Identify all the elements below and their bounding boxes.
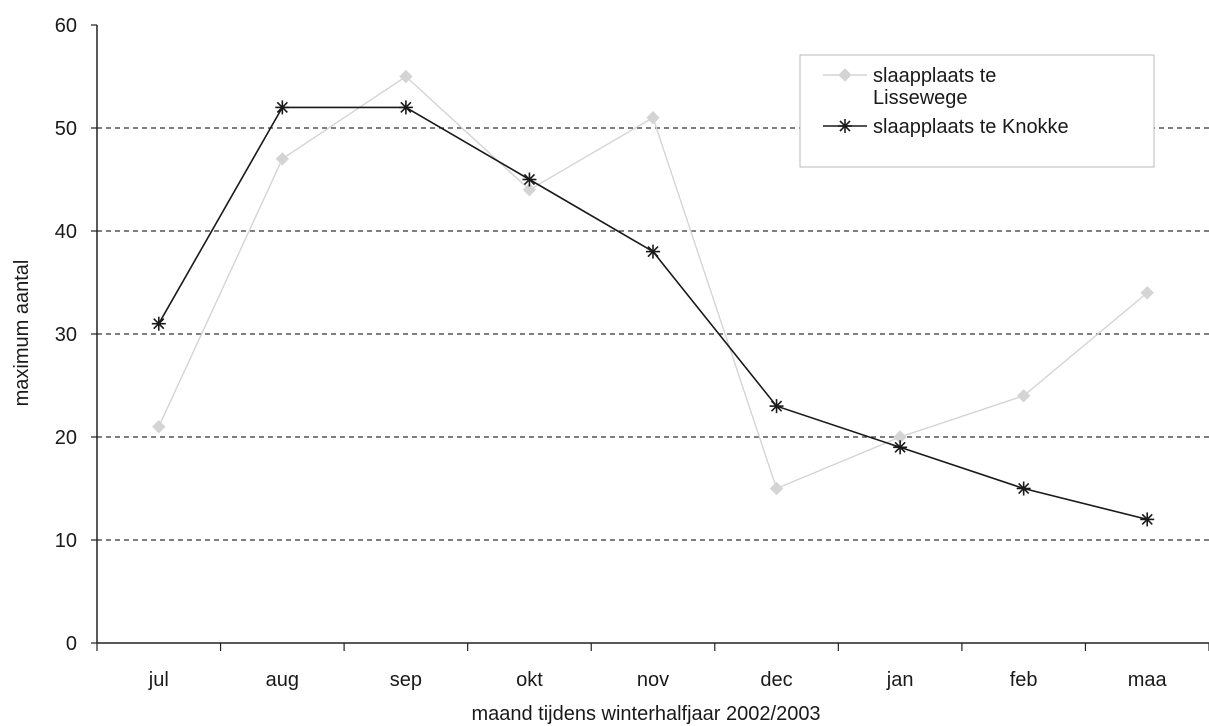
data-point xyxy=(769,399,784,414)
legend-item: slaapplaats te Knokke xyxy=(823,116,1069,138)
data-point xyxy=(522,172,537,187)
data-point xyxy=(152,419,166,434)
legend-label: slaapplaats te Knokke xyxy=(873,116,1069,138)
data-point xyxy=(893,440,908,455)
data-point xyxy=(1016,389,1031,403)
y-axis-ticks: 0 10 20 30 40 50 60 xyxy=(55,15,97,655)
y-tick-label: 40 xyxy=(55,221,77,243)
data-point xyxy=(151,316,166,331)
x-tick-label: jan xyxy=(886,669,914,691)
x-tick-label: maa xyxy=(1128,669,1168,691)
data-point xyxy=(838,68,852,82)
x-tick-label: dec xyxy=(760,669,792,691)
data-point xyxy=(399,69,413,84)
x-axis-title: maand tijdens winterhalfjaar 2002/2003 xyxy=(471,703,820,725)
y-tick-label: 10 xyxy=(55,530,77,552)
x-tick-label: feb xyxy=(1010,669,1038,691)
x-axis-ticks: jul aug sep okt nov dec jan feb maa xyxy=(96,643,1209,691)
y-tick-label: 0 xyxy=(66,633,77,655)
y-tick-label: 20 xyxy=(55,427,77,449)
data-point xyxy=(1140,512,1155,527)
y-tick-label: 60 xyxy=(55,15,77,37)
data-point xyxy=(1016,481,1031,496)
data-point xyxy=(522,183,537,197)
legend-label: slaapplaats te Lissewege xyxy=(873,65,996,109)
x-tick-label: jul xyxy=(148,669,169,691)
legend-item: slaapplaats te Lissewege xyxy=(823,65,996,109)
x-tick-label: aug xyxy=(266,669,299,691)
series-group xyxy=(152,69,1154,496)
data-point xyxy=(646,110,660,125)
data-point xyxy=(275,100,290,115)
x-tick-label: okt xyxy=(516,669,543,691)
series-group xyxy=(151,100,1155,527)
data-point xyxy=(769,481,784,496)
series-layer xyxy=(151,69,1155,527)
x-tick-label: sep xyxy=(390,669,422,691)
data-point xyxy=(646,244,660,259)
data-point xyxy=(275,152,290,166)
y-tick-label: 30 xyxy=(55,324,77,346)
legend: slaapplaats te Lissewege slaapplaats te Kn… xyxy=(799,54,1155,168)
series-line xyxy=(158,106,1148,521)
y-axis-title: maximum aantal xyxy=(11,260,33,407)
data-point xyxy=(398,100,413,115)
legend-box xyxy=(799,54,1155,168)
x-tick-label: nov xyxy=(637,669,669,691)
data-point xyxy=(1140,286,1154,300)
data-point xyxy=(838,119,852,133)
y-tick-label: 50 xyxy=(55,118,77,140)
gridlines xyxy=(97,127,1209,541)
